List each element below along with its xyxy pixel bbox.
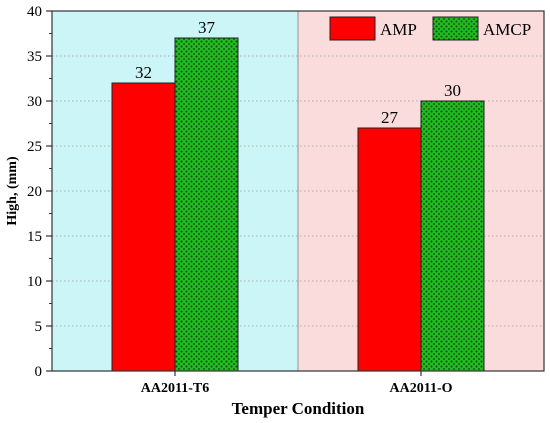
- data-label: 37: [198, 18, 216, 37]
- x-axis-title: Temper Condition: [232, 399, 365, 418]
- data-label: 27: [381, 108, 399, 127]
- legend-label-amp: AMP: [380, 20, 417, 39]
- legend-swatch-amp: [329, 16, 376, 41]
- data-label: 30: [444, 81, 461, 100]
- bar-amp-1: [111, 82, 176, 372]
- bar-amp-2: [357, 127, 422, 372]
- axes: 0 5 10 15 20 25 30 35 40 AA2011-T6 AA2011-O: [27, 4, 545, 396]
- y-tick-label: 30: [27, 94, 42, 110]
- y-tick-label: 40: [27, 4, 42, 20]
- legend-swatch-amcp: [432, 16, 479, 41]
- legend-label-amcp: AMCP: [483, 20, 531, 39]
- bars: [111, 37, 485, 372]
- y-tick-label: 10: [27, 274, 42, 290]
- legend: AMP AMCP: [329, 16, 531, 41]
- y-axis-title: High, (mm): [5, 156, 20, 226]
- bar-amcp-2: [420, 100, 485, 372]
- y-tick-label: 25: [27, 139, 42, 155]
- data-label: 32: [135, 63, 152, 82]
- bar-amcp-1: [174, 37, 239, 372]
- y-tick-label: 20: [27, 184, 42, 200]
- y-tick-label: 15: [27, 229, 42, 245]
- y-tick-label: 0: [35, 364, 43, 380]
- x-tick-label: AA2011-O: [390, 381, 453, 396]
- data-labels: 32 27 37 30: [135, 18, 461, 127]
- y-tick-label: 5: [35, 319, 43, 335]
- y-tick-label: 35: [27, 49, 42, 65]
- x-tick-label: AA2011-T6: [141, 381, 209, 396]
